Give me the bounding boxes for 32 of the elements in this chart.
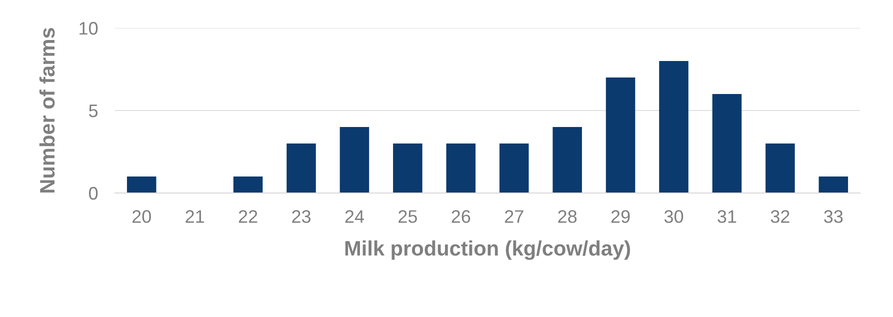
bar (393, 144, 422, 193)
bar (766, 144, 795, 193)
x-tick-label: 25 (398, 210, 417, 223)
x-tick-label: 29 (611, 210, 630, 223)
x-tick-label: 32 (770, 210, 790, 223)
bar (818, 176, 848, 193)
x-tick-label: 28 (558, 210, 577, 223)
bar (446, 144, 476, 193)
x-tick-label: 24 (345, 210, 364, 223)
x-axis-title: Milk production (kg/cow/day) (345, 240, 630, 260)
y-axis-title: Number of farms (39, 28, 55, 192)
bar (233, 176, 263, 193)
x-tick-label: 20 (132, 210, 151, 223)
bar (712, 94, 742, 193)
bar (606, 78, 636, 193)
x-tick-label: 31 (718, 210, 736, 223)
x-tick-label: 21 (186, 210, 204, 223)
x-tick-label: 23 (292, 210, 310, 223)
x-tick-label: 27 (504, 210, 524, 223)
x-tick-label: 33 (824, 210, 843, 223)
bar (499, 144, 529, 193)
bar (659, 61, 688, 193)
y-tick-label: 5 (89, 104, 98, 118)
bar (552, 127, 582, 193)
x-tick-label: 22 (238, 210, 258, 223)
bar (126, 176, 156, 193)
y-tick-label: 0 (89, 186, 98, 200)
x-tick-label: 30 (664, 210, 684, 223)
bar (340, 127, 370, 193)
x-tick-label: 26 (452, 210, 470, 223)
y-tick-label: 10 (80, 22, 98, 35)
bar (286, 144, 316, 193)
